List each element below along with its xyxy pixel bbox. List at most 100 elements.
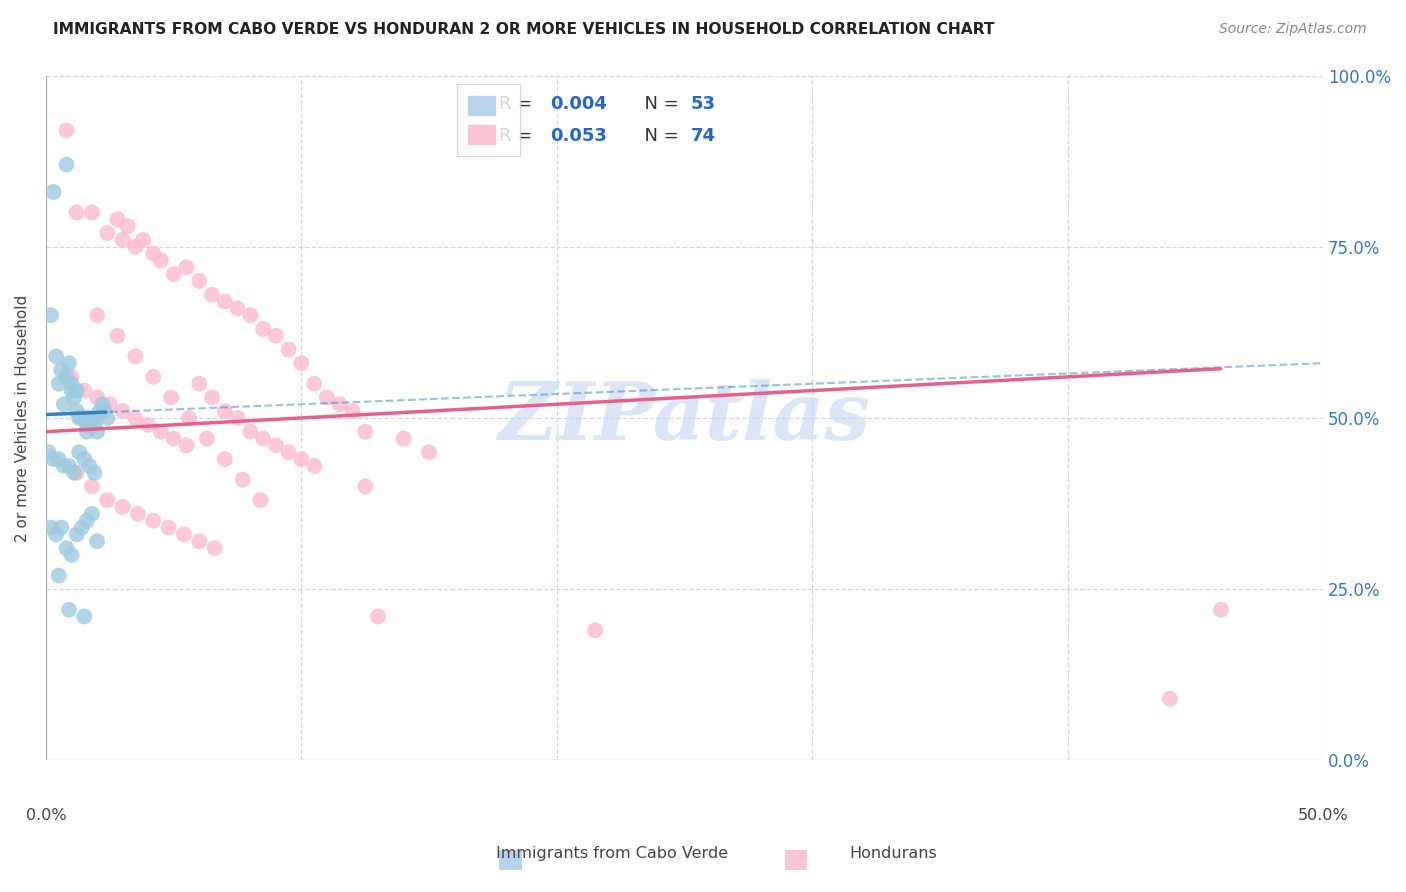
Point	[96, 493, 118, 508]
Point	[73, 609, 96, 624]
Point	[111, 500, 134, 514]
Point	[583, 624, 606, 638]
Text: Immigrants from Cabo Verde: Immigrants from Cabo Verde	[495, 847, 728, 861]
Point	[226, 301, 249, 316]
Text: N =: N =	[634, 95, 685, 113]
Point	[354, 479, 377, 493]
Point	[45, 349, 67, 363]
Point	[80, 507, 103, 521]
Point	[58, 356, 80, 370]
Point	[63, 391, 86, 405]
Point	[149, 253, 172, 268]
Text: 50.0%: 50.0%	[1298, 808, 1348, 823]
Point	[239, 425, 262, 439]
Text: Hondurans: Hondurans	[849, 847, 936, 861]
Y-axis label: 2 or more Vehicles in Household: 2 or more Vehicles in Household	[15, 294, 30, 541]
Point	[83, 417, 105, 432]
Text: ZIPatlas: ZIPatlas	[499, 379, 870, 457]
Text: 53: 53	[690, 95, 716, 113]
Point	[65, 466, 87, 480]
Point	[48, 376, 70, 391]
Point	[195, 432, 218, 446]
Point	[42, 185, 65, 199]
Point	[73, 452, 96, 467]
Point	[111, 404, 134, 418]
Point	[173, 527, 195, 541]
Text: 0.004: 0.004	[551, 95, 607, 113]
Point	[226, 411, 249, 425]
Text: Source: ZipAtlas.com: Source: ZipAtlas.com	[1219, 22, 1367, 37]
Text: 0.0%: 0.0%	[25, 808, 66, 823]
Point	[58, 603, 80, 617]
Point	[264, 438, 287, 452]
Point	[70, 411, 93, 425]
Point	[45, 527, 67, 541]
Point	[107, 212, 129, 227]
Point	[367, 609, 389, 624]
Point	[91, 397, 114, 411]
Point	[98, 397, 121, 411]
Point	[76, 514, 98, 528]
Point	[107, 328, 129, 343]
Point	[70, 520, 93, 534]
Point	[157, 520, 180, 534]
Point	[80, 479, 103, 493]
Point	[342, 404, 364, 418]
Point	[80, 411, 103, 425]
Point	[214, 452, 236, 467]
Point	[290, 356, 312, 370]
Point	[176, 260, 198, 275]
Point	[70, 411, 93, 425]
Point	[1159, 691, 1181, 706]
Point	[60, 376, 83, 391]
Point	[86, 411, 108, 425]
Point	[73, 411, 96, 425]
Point	[42, 452, 65, 467]
Point	[111, 233, 134, 247]
Point	[142, 514, 165, 528]
Point	[354, 425, 377, 439]
Point	[86, 425, 108, 439]
Point	[329, 397, 352, 411]
Point	[65, 205, 87, 219]
Point	[52, 397, 75, 411]
Point	[86, 391, 108, 405]
Text: R =: R =	[499, 127, 538, 145]
Point	[80, 417, 103, 432]
Point	[239, 308, 262, 322]
Point	[80, 205, 103, 219]
Point	[52, 458, 75, 473]
Point	[60, 369, 83, 384]
Point	[65, 384, 87, 398]
Point	[136, 417, 159, 432]
Point	[316, 391, 339, 405]
Point	[117, 219, 139, 234]
Point	[392, 432, 415, 446]
Point	[67, 411, 90, 425]
Point	[60, 384, 83, 398]
Point	[142, 369, 165, 384]
Point	[48, 568, 70, 582]
Point	[1209, 603, 1232, 617]
Point	[418, 445, 440, 459]
Point	[132, 233, 155, 247]
Point	[48, 452, 70, 467]
Point	[176, 438, 198, 452]
Point	[86, 534, 108, 549]
Text: IMMIGRANTS FROM CABO VERDE VS HONDURAN 2 OR MORE VEHICLES IN HOUSEHOLD CORRELATI: IMMIGRANTS FROM CABO VERDE VS HONDURAN 2…	[53, 22, 995, 37]
Point	[142, 246, 165, 260]
Point	[79, 411, 101, 425]
Point	[93, 404, 115, 418]
Point	[163, 267, 186, 281]
Point	[55, 157, 77, 171]
Point	[277, 343, 299, 357]
Point	[232, 473, 254, 487]
Point	[160, 391, 183, 405]
Point	[76, 417, 98, 432]
Legend: , : ,	[457, 84, 520, 156]
Point	[60, 548, 83, 562]
Point	[214, 404, 236, 418]
Point	[249, 493, 271, 508]
Point	[89, 404, 111, 418]
Text: 0.053: 0.053	[551, 127, 607, 145]
